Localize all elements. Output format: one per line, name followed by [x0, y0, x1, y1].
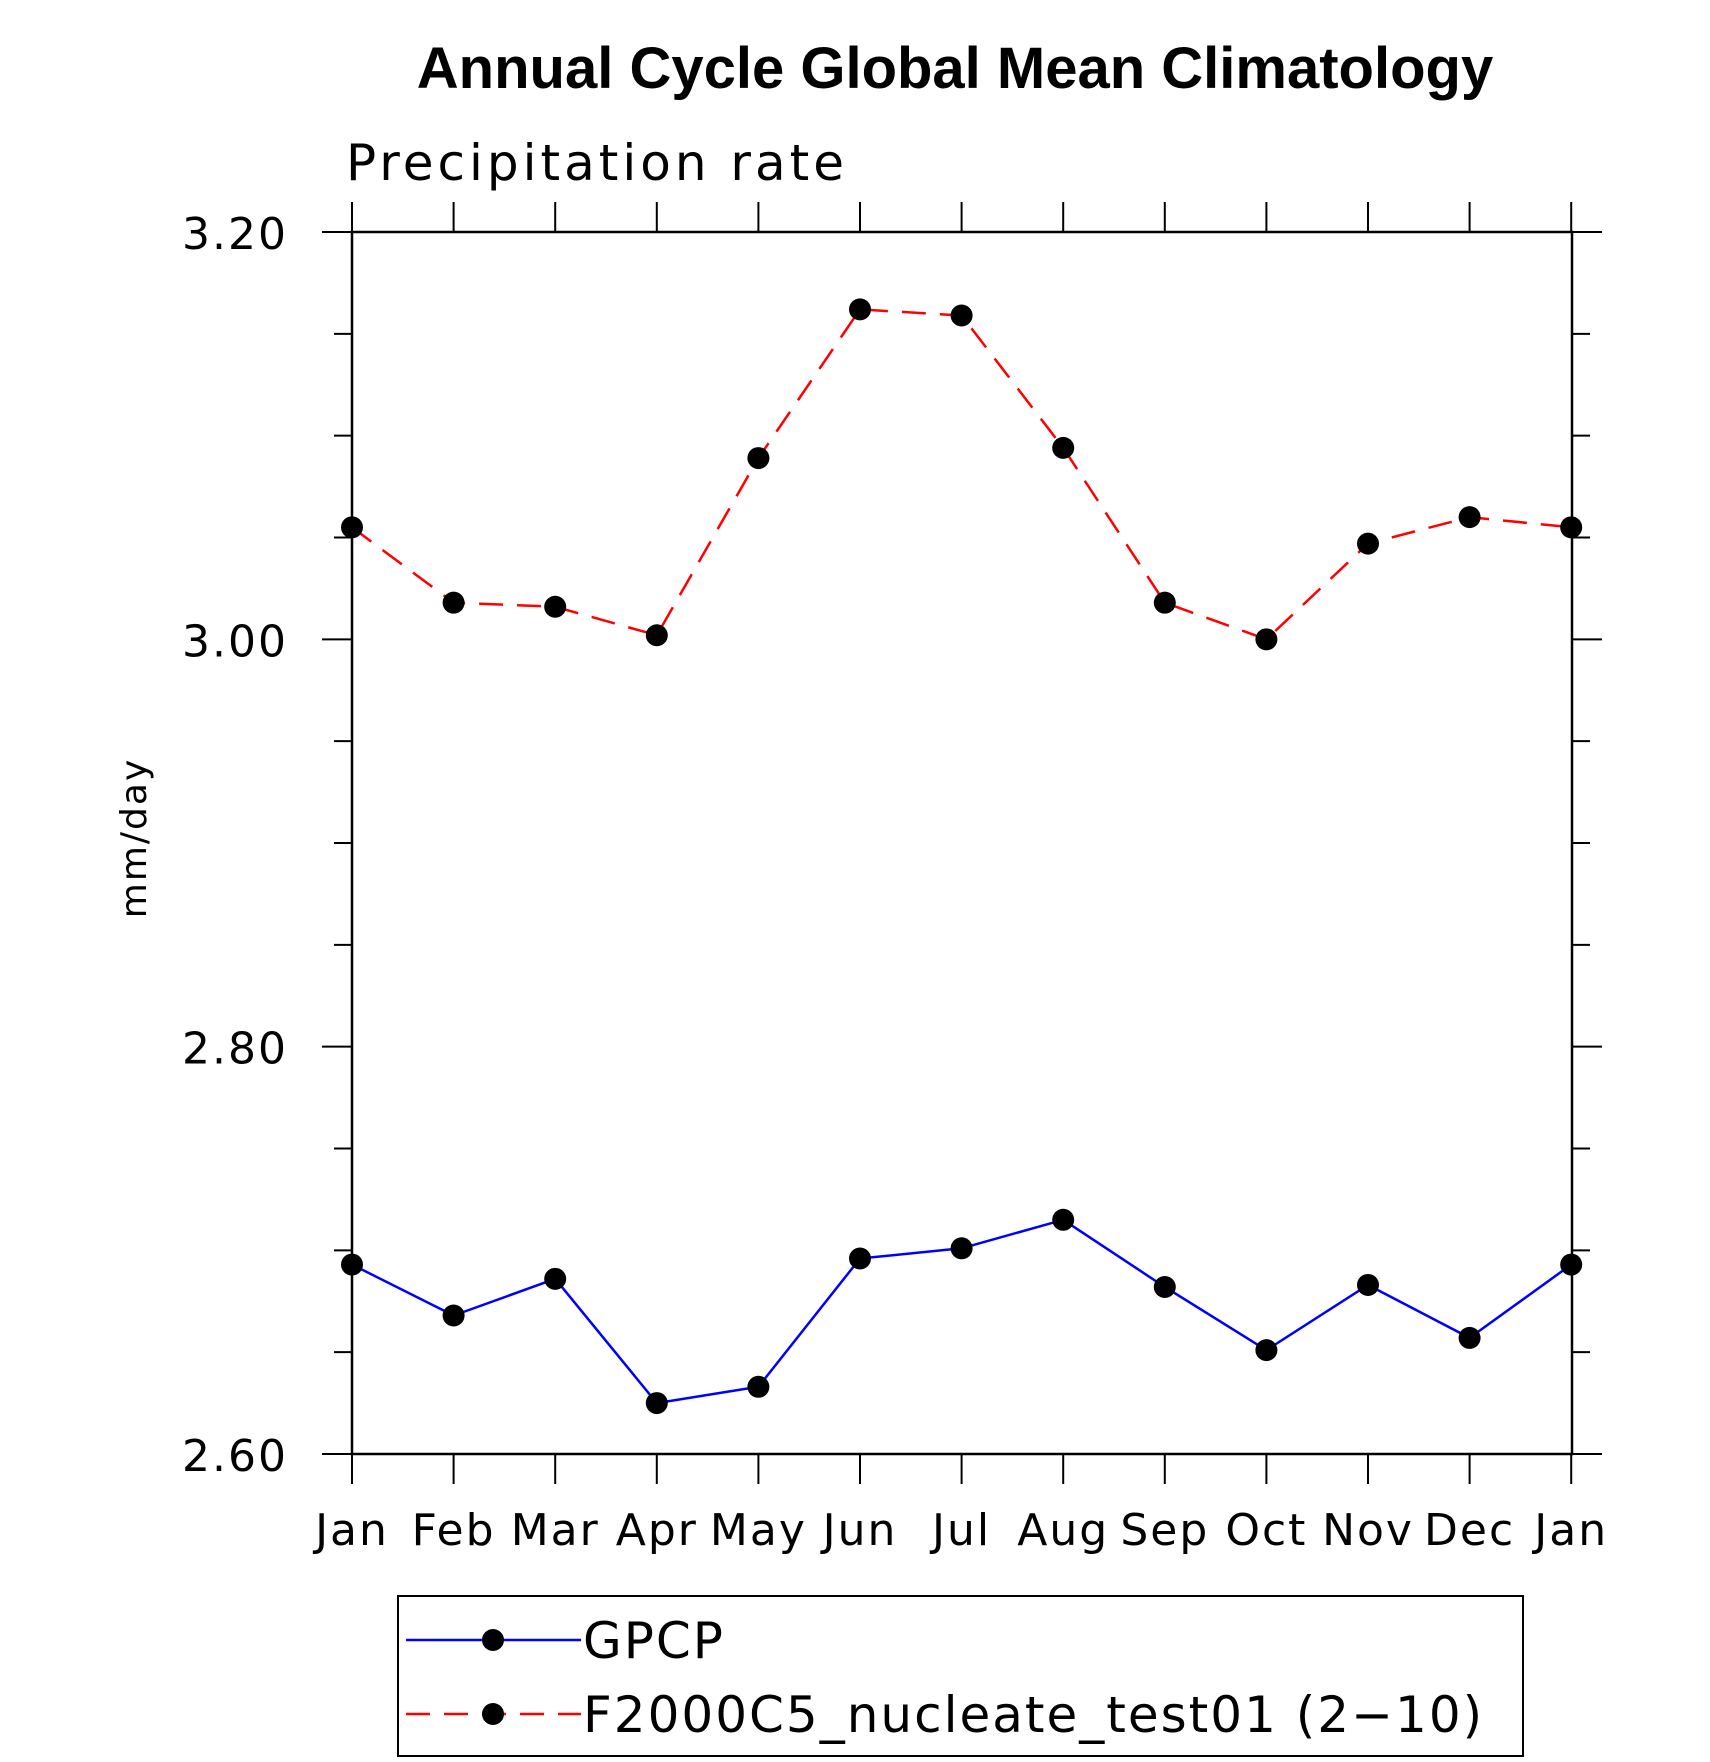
data-point-series-1 — [1255, 628, 1278, 651]
chart-title: Annual Cycle Global Mean Climatology — [417, 36, 1493, 101]
data-point-series-1 — [1052, 436, 1075, 459]
data-point-series-1 — [1357, 532, 1379, 555]
x-tick-label: Jan — [1531, 1505, 1608, 1556]
x-tick-label: Aug — [1017, 1505, 1109, 1556]
data-point-series-0 — [341, 1253, 363, 1276]
plot-area: 2.60 2.80 3.00 3.20 Jan Feb Mar Apr May Jun Jul Au… — [182, 202, 1608, 1556]
legend-swatch-model-marker — [482, 1703, 504, 1725]
legend-label-model: F2000C5_nucleate_test01 (2−10) — [583, 1686, 1484, 1744]
data-point-series-1 — [645, 624, 668, 647]
x-tick-label: Jan — [312, 1505, 389, 1556]
data-point-series-1 — [1560, 516, 1583, 539]
data-point-series-0 — [1052, 1208, 1075, 1231]
data-point-series-0 — [1357, 1273, 1379, 1296]
x-tick-label: Apr — [616, 1505, 698, 1556]
data-point-series-0 — [1458, 1326, 1481, 1349]
legend-swatch-gpcp-marker — [482, 1629, 504, 1651]
x-tick-label: Nov — [1322, 1505, 1414, 1556]
y-tick-label: 3.00 — [182, 616, 288, 667]
x-tick-label: Oct — [1225, 1505, 1307, 1556]
series-line-1 — [351, 308, 1572, 641]
x-tick-label: Jun — [820, 1505, 898, 1556]
x-tick-label: May — [710, 1505, 807, 1556]
y-axis: 2.60 2.80 3.00 3.20 — [182, 209, 1602, 1482]
data-point-series-0 — [849, 1247, 871, 1270]
y-tick-label: 2.80 — [182, 1024, 288, 1075]
data-point-series-0 — [747, 1375, 770, 1398]
data-point-series-0 — [645, 1392, 668, 1415]
x-tick-label: Sep — [1120, 1505, 1209, 1556]
data-point-series-0 — [1153, 1275, 1176, 1298]
legend-box — [397, 1595, 1524, 1757]
y-axis-label: mm/day — [114, 758, 155, 918]
data-point-series-0 — [1560, 1253, 1583, 1276]
data-point-series-1 — [442, 591, 465, 614]
chart-subtitle: Precipitation rate — [346, 134, 848, 192]
x-tick-label: Jul — [929, 1505, 991, 1556]
legend-label-gpcp: GPCP — [583, 1612, 725, 1670]
series-layer — [341, 298, 1583, 1415]
data-point-series-0 — [544, 1267, 567, 1290]
data-point-series-0 — [950, 1237, 973, 1260]
data-point-series-1 — [341, 516, 363, 539]
data-point-series-1 — [1458, 506, 1481, 529]
data-point-series-1 — [1153, 591, 1176, 614]
y-tick-label: 2.60 — [182, 1431, 288, 1482]
data-point-series-1 — [544, 595, 567, 618]
data-point-series-1 — [747, 447, 770, 470]
x-tick-label: Feb — [412, 1505, 496, 1556]
x-tick-label: Dec — [1424, 1505, 1515, 1556]
y-tick-label: 3.20 — [182, 209, 288, 260]
plot-frame — [350, 230, 1574, 1456]
x-axis: Jan Feb Mar Apr May Jun Jul Aug Sep Oct Nov Dec Jan — [312, 202, 1608, 1556]
legend: GPCP F2000C5_nucleate_test01 (2−10) — [397, 1595, 1524, 1757]
data-point-series-1 — [849, 298, 871, 321]
data-point-series-1 — [950, 304, 973, 327]
data-point-series-0 — [442, 1304, 465, 1327]
data-point-series-0 — [1255, 1339, 1278, 1362]
x-tick-label: Mar — [511, 1505, 600, 1556]
